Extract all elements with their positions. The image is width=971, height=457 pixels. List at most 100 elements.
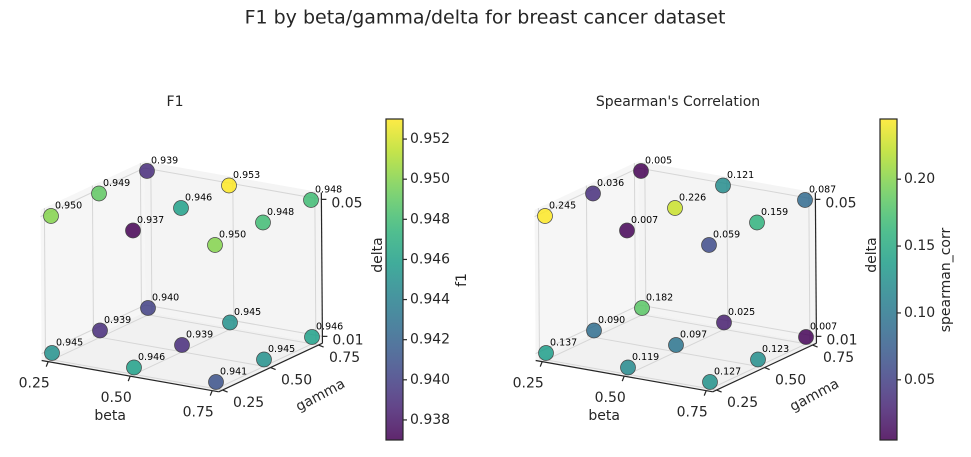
- point: [667, 200, 683, 216]
- point: [140, 300, 156, 316]
- x-tick-label: 0.25: [513, 376, 544, 392]
- colorbar-tick-label: 0.946: [410, 251, 450, 267]
- z-tick-label: 0.01: [332, 332, 363, 348]
- subplot-title: Spearman's Correlation: [596, 94, 760, 110]
- data-label: 0.940: [152, 293, 179, 304]
- point: [91, 185, 107, 202]
- y-tick: [222, 389, 228, 393]
- point: [585, 185, 601, 202]
- data-label: 0.945: [268, 344, 295, 355]
- point: [173, 200, 189, 216]
- data-label: 0.939: [104, 315, 131, 326]
- data-label: 0.182: [646, 293, 673, 304]
- y-tick-label: 0.25: [727, 395, 758, 411]
- grid-line: [150, 162, 153, 314]
- point: [125, 222, 141, 239]
- data-label: 0.950: [55, 201, 82, 212]
- data-label: 0.949: [103, 178, 130, 189]
- data-label: 0.937: [137, 215, 164, 226]
- subplot-title: F1: [167, 94, 184, 110]
- data-label: 0.121: [727, 170, 754, 181]
- data-label: 0.007: [810, 322, 837, 333]
- colorbar-label: spearman_corr: [938, 228, 954, 333]
- point: [538, 345, 554, 361]
- data-label: 0.948: [315, 185, 342, 196]
- data-label: 0.945: [234, 307, 261, 318]
- colorbar-tick-label: 0.948: [410, 211, 450, 227]
- colorbar-label: f1: [454, 273, 470, 287]
- data-label: 0.090: [598, 315, 625, 326]
- colorbar-tick-label: 0.942: [410, 332, 450, 348]
- data-label: 0.119: [632, 352, 659, 363]
- y-tick: [270, 366, 276, 371]
- data-label: 0.945: [56, 338, 83, 349]
- x-axis-label: beta: [94, 408, 126, 424]
- point: [619, 222, 635, 239]
- y-tick: [716, 389, 722, 393]
- data-label: 0.007: [631, 215, 658, 226]
- data-label: 0.036: [597, 178, 624, 189]
- colorbar-tick-label: 0.940: [410, 372, 450, 388]
- grid-line: [139, 162, 142, 314]
- grid-line: [537, 207, 540, 359]
- point: [797, 192, 813, 208]
- point: [749, 214, 765, 231]
- data-label: 0.087: [809, 185, 836, 196]
- point: [586, 322, 602, 339]
- y-tick-label: 0.50: [775, 373, 806, 389]
- grid-line: [808, 191, 811, 343]
- z-axis-label: delta: [864, 237, 880, 272]
- z-axis: [320, 192, 324, 344]
- colorbar-tick-label: 0.950: [410, 171, 450, 187]
- figure-title: F1 by beta/gamma/delta for breast cancer…: [245, 7, 726, 29]
- data-label: 0.127: [714, 367, 741, 378]
- point: [750, 351, 766, 368]
- data-label: 0.059: [713, 230, 740, 241]
- data-label: 0.946: [185, 193, 212, 204]
- point: [701, 237, 717, 253]
- x-tick: [127, 375, 131, 382]
- point: [139, 163, 155, 179]
- point: [620, 359, 636, 376]
- point: [798, 329, 814, 345]
- x-tick-label: 0.75: [677, 405, 708, 421]
- point: [702, 374, 718, 390]
- x-tick: [703, 390, 707, 396]
- y-tick-label: 0.25: [233, 395, 264, 411]
- data-label: 0.097: [680, 330, 707, 341]
- point: [255, 214, 271, 231]
- data-label: 0.946: [138, 352, 165, 363]
- point: [92, 322, 108, 339]
- point: [256, 351, 272, 368]
- point: [207, 237, 223, 253]
- z-tick-label: 0.05: [825, 195, 856, 211]
- z-axis-label: delta: [370, 237, 386, 272]
- point: [43, 208, 59, 224]
- colorbar: [385, 118, 404, 441]
- colorbar-tick-label: 0.15: [904, 238, 935, 254]
- point: [537, 208, 553, 224]
- point: [634, 300, 650, 316]
- data-label: 0.941: [220, 367, 247, 378]
- colorbar-tick-label: 0.05: [904, 372, 935, 388]
- y-tick: [318, 344, 324, 348]
- colorbar-tick-label: 0.944: [410, 292, 450, 308]
- grid-line: [726, 176, 729, 328]
- colorbar-tick-label: 0.10: [904, 305, 935, 321]
- point: [44, 345, 60, 361]
- x-axis-label: beta: [588, 408, 620, 424]
- data-label: 0.953: [233, 170, 260, 181]
- point: [174, 337, 190, 353]
- grid-line: [633, 162, 636, 314]
- data-label: 0.245: [549, 201, 576, 212]
- colorbar-tick-label: 0.952: [410, 131, 450, 147]
- data-label: 0.948: [267, 207, 294, 218]
- grid-line: [232, 176, 235, 328]
- data-label: 0.226: [679, 193, 706, 204]
- z-tick-label: 0.05: [331, 195, 362, 211]
- colorbar-tick-label: 0.20: [904, 171, 935, 187]
- colorbar-tick-label: 0.938: [410, 412, 450, 428]
- point: [304, 329, 320, 345]
- x-tick: [209, 390, 213, 396]
